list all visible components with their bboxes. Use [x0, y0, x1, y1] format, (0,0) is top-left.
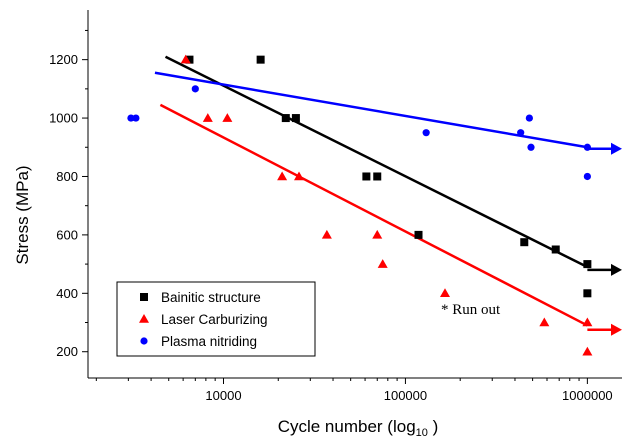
data-point-bainitic-structure [362, 172, 371, 181]
x-tick-label: 1000000 [562, 388, 613, 403]
legend-label-laser-carburizing: Laser Carburizing [161, 312, 268, 327]
data-point-laser-carburizing [377, 259, 388, 268]
legend-marker-laser-carburizing [139, 314, 149, 323]
data-points [127, 54, 593, 356]
data-point-plasma-nitriding [583, 172, 591, 181]
data-point-laser-carburizing [582, 346, 593, 356]
runout-arrow-bainitic-structure [611, 263, 622, 276]
fit-line-plasma-nitriding [154, 71, 588, 149]
data-point-bainitic-structure [520, 238, 529, 247]
data-point-bainitic-structure [414, 230, 423, 239]
runout-arrow-plasma-nitriding [611, 142, 622, 155]
data-point-plasma-nitriding [422, 129, 430, 137]
x-axis-title-suffix: ) [428, 417, 438, 436]
y-tick-label: 800 [56, 169, 78, 184]
data-point-bainitic-structure [583, 260, 592, 269]
data-point-laser-carburizing [222, 113, 233, 122]
data-point-plasma-nitriding [191, 85, 199, 93]
data-point-plasma-nitriding [525, 114, 533, 122]
runout-annotation: * Run out [441, 302, 501, 318]
legend-box [116, 281, 316, 357]
y-tick-label: 1200 [49, 52, 78, 67]
runout-markers: *** [587, 142, 622, 336]
y-tick-label: 400 [56, 286, 78, 301]
data-point-bainitic-structure [185, 55, 194, 64]
data-point-bainitic-structure [373, 172, 382, 181]
data-point-plasma-nitriding [527, 143, 535, 151]
data-point-laser-carburizing [293, 171, 304, 181]
data-point-bainitic-structure [291, 114, 300, 123]
y-tick-label: 200 [56, 344, 78, 359]
x-axis-title-main: Cycle number (log [278, 417, 416, 436]
data-point-bainitic-structure [281, 114, 290, 123]
legend: Bainitic structure Laser Carburizing Plasm… [116, 281, 316, 357]
data-point-laser-carburizing [180, 54, 191, 64]
x-tick-label: 10000 [205, 388, 241, 403]
data-point-bainitic-structure [551, 245, 560, 254]
data-point-plasma-nitriding [132, 114, 140, 122]
fit-lines [154, 55, 588, 327]
legend-label-bainitic-structure: Bainitic structure [161, 290, 261, 305]
x-tick-label: 100000 [384, 388, 427, 403]
x-axis-title: Cycle number (log10 ) [278, 417, 439, 439]
data-point-laser-carburizing [440, 288, 451, 298]
fit-line-bainitic-structure [164, 55, 588, 269]
data-point-laser-carburizing [321, 229, 332, 239]
y-tick-label: 1000 [49, 111, 78, 126]
fit-line-laser-carburizing [159, 103, 588, 327]
legend-marker-bainitic-structure [140, 293, 148, 301]
data-point-plasma-nitriding [517, 129, 525, 137]
data-point-laser-carburizing [202, 113, 213, 122]
data-point-laser-carburizing [372, 229, 383, 239]
y-tick-label: 600 [56, 227, 78, 242]
data-point-plasma-nitriding [127, 114, 135, 122]
y-axis-title: Stress (MPa) [13, 165, 32, 264]
data-point-laser-carburizing [582, 317, 593, 327]
data-point-bainitic-structure [256, 55, 265, 64]
runout-arrow-laser-carburizing [611, 323, 622, 336]
x-axis-title-subscript: 10 [416, 427, 428, 439]
data-point-laser-carburizing [277, 171, 288, 181]
y-ticks: 200 400 600 800 1000 1200 [49, 29, 88, 359]
data-point-bainitic-structure [583, 289, 592, 298]
legend-marker-plasma-nitriding [140, 337, 148, 345]
data-point-laser-carburizing [539, 317, 550, 327]
legend-label-plasma-nitriding: Plasma nitriding [161, 334, 257, 349]
x-ticks: 10000 100000 1000000 [95, 378, 613, 403]
